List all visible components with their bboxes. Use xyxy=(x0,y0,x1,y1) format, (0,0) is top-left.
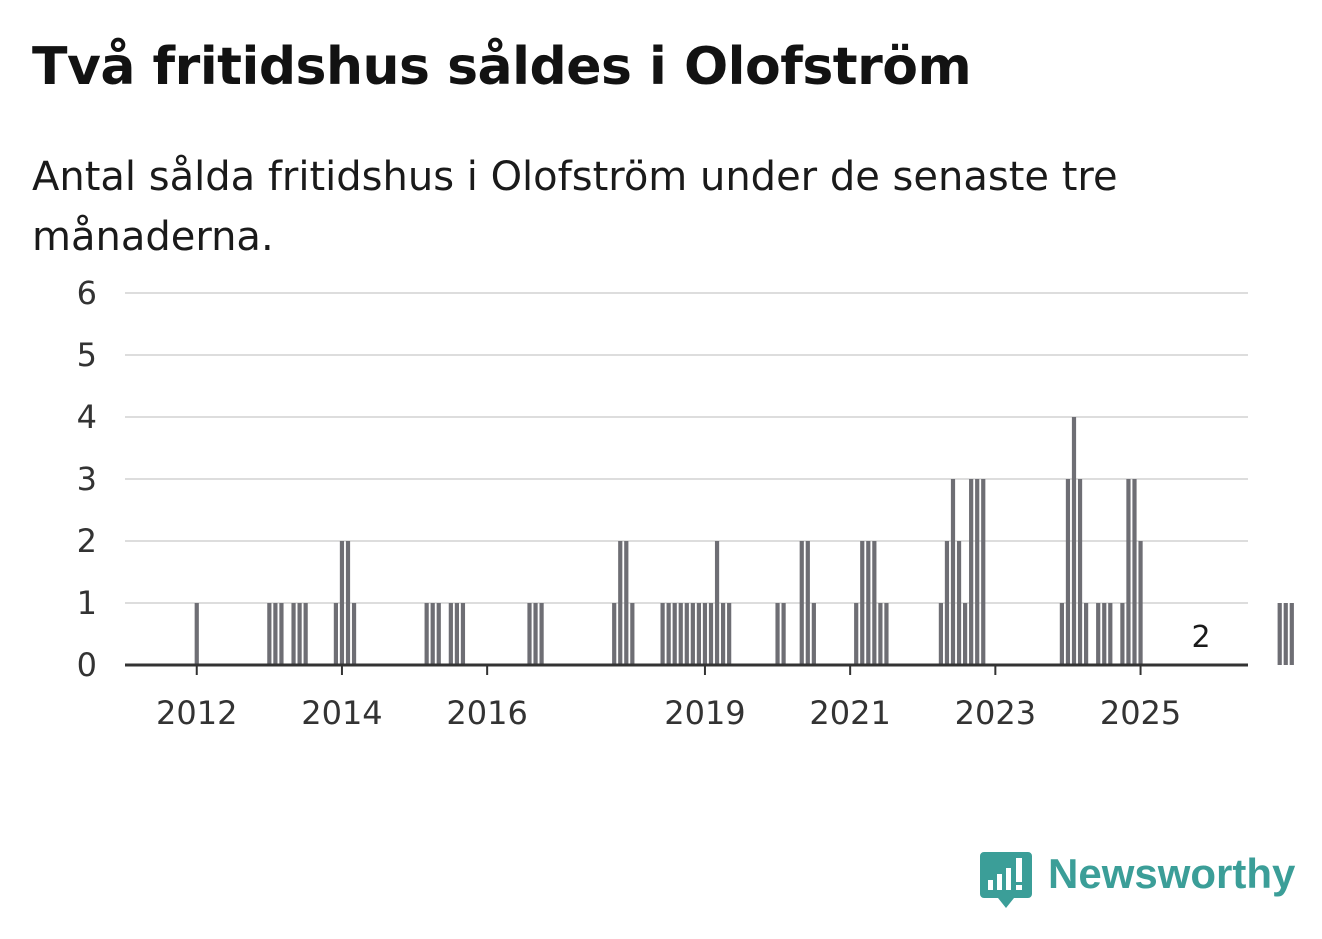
bar xyxy=(612,603,617,665)
bar xyxy=(1283,603,1288,665)
bar xyxy=(460,603,466,665)
bar xyxy=(666,603,671,665)
bar xyxy=(630,603,635,665)
bar xyxy=(811,603,816,665)
bar xyxy=(721,603,726,665)
bar xyxy=(690,603,695,665)
bar xyxy=(860,541,865,665)
bar xyxy=(684,603,689,665)
bar xyxy=(878,603,883,665)
x-tick-label: 2025 xyxy=(1100,694,1181,732)
bar xyxy=(696,603,701,665)
bar xyxy=(1102,603,1107,665)
bar xyxy=(303,603,308,665)
x-tick-label: 2019 xyxy=(664,694,745,732)
bar xyxy=(866,541,871,665)
bar xyxy=(1059,603,1064,665)
bar xyxy=(533,603,538,665)
bar xyxy=(351,603,357,665)
bar xyxy=(799,541,804,665)
x-axis-labels: 2012 2014 2016 2019 2021 2023 2025 xyxy=(156,665,1181,732)
bar xyxy=(1277,603,1282,665)
bar xyxy=(708,603,714,665)
bar xyxy=(291,603,296,665)
bar xyxy=(660,603,665,665)
y-tick-label: 6 xyxy=(77,274,97,312)
x-tick-label: 2023 xyxy=(955,694,1036,732)
bar xyxy=(775,603,780,665)
y-tick-label: 5 xyxy=(77,336,97,374)
bar xyxy=(1071,417,1077,665)
y-tick-label: 2 xyxy=(77,522,97,560)
bar xyxy=(956,541,962,665)
bar xyxy=(981,479,986,665)
bar xyxy=(805,541,810,665)
brand-name: Newsworthy xyxy=(1048,850,1296,897)
y-tick-label: 1 xyxy=(77,584,97,622)
x-tick-label: 2021 xyxy=(809,694,890,732)
bar xyxy=(727,603,732,665)
bar xyxy=(884,603,889,665)
bar xyxy=(969,479,974,665)
annotations: 2 xyxy=(1192,620,1211,655)
bar xyxy=(424,603,429,665)
bar xyxy=(454,603,459,665)
x-tick-label: 2016 xyxy=(446,694,527,732)
bar xyxy=(872,541,877,665)
y-axis-labels: 0 1 2 3 4 5 6 xyxy=(77,274,97,684)
bar xyxy=(1077,479,1083,665)
bar xyxy=(944,541,950,665)
bar xyxy=(618,541,623,665)
y-tick-label: 0 xyxy=(77,646,97,684)
chart-subtitle: Antal sålda fritidshus i Olofström under… xyxy=(32,154,1118,260)
bar xyxy=(963,603,968,665)
bar xyxy=(672,603,677,665)
bar xyxy=(539,603,544,665)
bar xyxy=(854,603,859,665)
newsworthy-logo-icon xyxy=(980,852,1032,908)
bar xyxy=(1289,603,1294,665)
bars xyxy=(194,417,1294,665)
bar xyxy=(975,479,980,665)
y-tick-label: 4 xyxy=(77,398,97,436)
y-tick-label: 3 xyxy=(77,460,97,498)
bar xyxy=(448,603,453,665)
bar xyxy=(781,603,786,665)
bar xyxy=(1120,603,1125,665)
bar xyxy=(1132,479,1137,665)
bar xyxy=(527,603,532,665)
bar xyxy=(430,603,435,665)
data-label: 2 xyxy=(1192,620,1211,655)
bar xyxy=(345,541,351,665)
bar xyxy=(436,603,441,665)
bar xyxy=(1096,603,1101,665)
bar xyxy=(938,603,943,665)
bar-chart: 0 1 2 3 4 5 6 2012 2014 2016 2019 2021 2023 2025 2 xyxy=(77,274,1294,732)
bar xyxy=(624,541,629,665)
bar xyxy=(339,541,345,665)
bar xyxy=(267,603,272,665)
page-title: Två fritidshus såldes i Olofström xyxy=(32,37,972,97)
bar xyxy=(1138,541,1143,665)
bar xyxy=(333,603,338,665)
bar xyxy=(714,541,720,665)
bar xyxy=(1065,479,1071,665)
bar xyxy=(279,603,284,665)
bar xyxy=(702,603,708,665)
x-tick-label: 2012 xyxy=(156,694,237,732)
bar xyxy=(297,603,302,665)
bar xyxy=(194,603,199,665)
bar xyxy=(950,479,956,665)
bar xyxy=(1126,479,1131,665)
bar xyxy=(678,603,683,665)
bar xyxy=(1084,603,1089,665)
bar xyxy=(1108,603,1113,665)
bar xyxy=(273,603,278,665)
x-tick-label: 2014 xyxy=(301,694,382,732)
